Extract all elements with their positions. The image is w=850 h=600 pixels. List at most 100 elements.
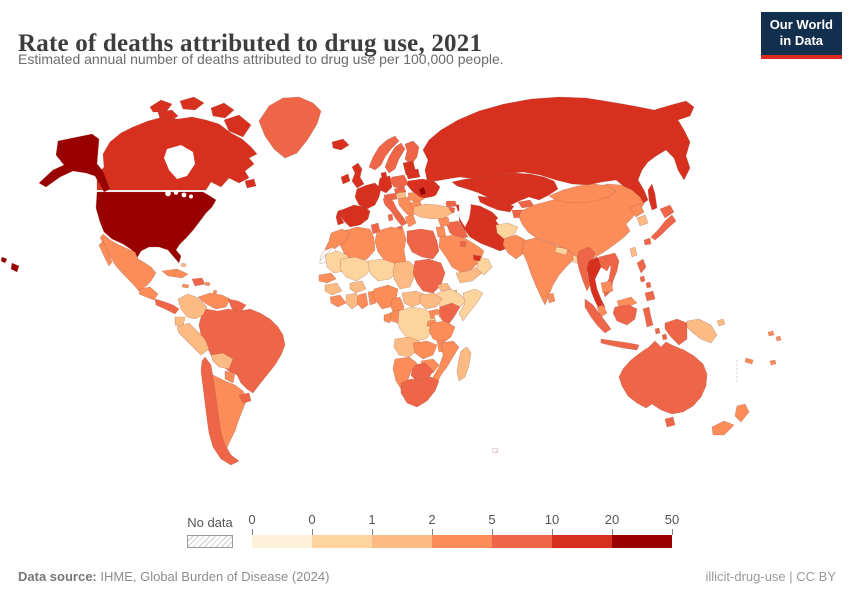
country-senegal[interactable] xyxy=(318,272,337,284)
country-egypt[interactable] xyxy=(406,228,440,260)
country-kenya[interactable] xyxy=(438,302,461,326)
country-peru[interactable] xyxy=(176,322,210,356)
country-kazakhstan[interactable] xyxy=(451,172,559,207)
country-sweden[interactable] xyxy=(384,142,406,174)
country-greece[interactable] xyxy=(404,214,417,228)
country-norway[interactable] xyxy=(368,135,400,171)
country-chad[interactable] xyxy=(392,260,417,290)
country-french-southern-territories[interactable] xyxy=(491,447,499,454)
country-morocco[interactable] xyxy=(324,228,351,254)
country-solomon-islands[interactable] xyxy=(767,330,782,342)
country-angola[interactable] xyxy=(393,336,420,358)
country-ireland[interactable] xyxy=(340,173,351,185)
country-portugal[interactable] xyxy=(335,208,345,226)
country-iraq[interactable] xyxy=(445,220,469,240)
country-malaysia[interactable] xyxy=(596,296,638,318)
country-turkey[interactable] xyxy=(412,203,453,220)
country-sri-lanka[interactable] xyxy=(547,292,556,304)
country-uzbekistan[interactable] xyxy=(477,195,515,213)
country-north-korea[interactable] xyxy=(629,203,645,218)
country-belarus[interactable] xyxy=(405,168,421,180)
country-mali[interactable] xyxy=(339,256,373,282)
country-iceland[interactable] xyxy=(331,138,350,151)
country-syria[interactable] xyxy=(437,216,451,228)
country-japan[interactable] xyxy=(643,204,677,246)
country-poland[interactable] xyxy=(389,174,409,190)
country-bahamas[interactable] xyxy=(180,262,187,268)
country-uruguay[interactable] xyxy=(238,392,252,404)
legend-color-cell[interactable] xyxy=(552,535,612,548)
country-tunisia[interactable] xyxy=(370,222,381,235)
country-new-caledonia[interactable] xyxy=(744,357,754,365)
country-somalia[interactable] xyxy=(458,288,484,322)
country-guatemala[interactable] xyxy=(138,286,159,301)
legend-color-cell[interactable] xyxy=(372,535,432,548)
country-oman[interactable] xyxy=(476,256,493,276)
country-gabon[interactable] xyxy=(383,312,392,324)
country-france[interactable] xyxy=(354,182,382,210)
country-australia[interactable] xyxy=(618,340,708,428)
country-guyana[interactable] xyxy=(227,298,247,314)
country-south-africa[interactable] xyxy=(400,376,440,408)
country-madagascar[interactable] xyxy=(456,346,472,382)
country-new-zealand[interactable] xyxy=(711,403,750,436)
country-democratic-republic-of-congo[interactable] xyxy=(395,306,437,342)
country-united-kingdom[interactable] xyxy=(351,162,365,189)
legend-no-data-swatch[interactable] xyxy=(187,535,233,548)
country-fiji[interactable] xyxy=(769,359,777,366)
country-canada[interactable] xyxy=(96,96,258,191)
country-moldova[interactable] xyxy=(418,186,427,196)
country-bolivia[interactable] xyxy=(210,352,234,370)
country-colombia[interactable] xyxy=(177,293,208,320)
country-caribbean-islands[interactable] xyxy=(181,281,221,301)
country-kuwait[interactable] xyxy=(459,240,467,248)
footer-source-text[interactable]: IHME, Global Burden of Disease (2024) xyxy=(100,569,330,584)
country-india[interactable] xyxy=(521,237,577,306)
country-chile[interactable] xyxy=(200,356,240,466)
legend-color-cell[interactable] xyxy=(612,535,672,548)
country-iran[interactable] xyxy=(458,212,511,252)
legend-color-cell[interactable] xyxy=(312,535,372,548)
country-jordan[interactable] xyxy=(435,226,447,238)
country-venezuela[interactable] xyxy=(197,292,231,310)
legend-color-cell[interactable] xyxy=(432,535,492,548)
country-taiwan[interactable] xyxy=(629,246,638,258)
legend-color-cell[interactable] xyxy=(252,535,312,548)
country-congo[interactable] xyxy=(389,309,400,324)
country-zambia[interactable] xyxy=(412,340,438,360)
country-ghana[interactable] xyxy=(356,292,369,310)
owid-logo[interactable]: Our World in Data xyxy=(760,12,842,59)
country-tanzania[interactable] xyxy=(428,320,456,344)
country-germany[interactable] xyxy=(377,175,393,194)
footer-license[interactable]: illicit-drug-use | CC BY xyxy=(705,569,836,584)
country-panama[interactable] xyxy=(154,298,180,315)
country-philippines[interactable] xyxy=(636,258,656,302)
country-nepal[interactable] xyxy=(554,246,569,256)
country-south-sudan[interactable] xyxy=(419,292,443,310)
country-georgia[interactable] xyxy=(444,200,458,208)
country-united-arab-emirates[interactable] xyxy=(472,254,482,262)
country-guinea[interactable] xyxy=(324,282,343,296)
country-russia[interactable] xyxy=(422,96,695,211)
country-spain[interactable] xyxy=(339,204,371,228)
country-finland[interactable] xyxy=(404,140,420,166)
country-saudi-arabia[interactable] xyxy=(438,234,485,274)
country-united-states[interactable] xyxy=(0,133,217,273)
country-dominican-republic[interactable] xyxy=(191,277,206,287)
country-cuba[interactable] xyxy=(161,268,189,279)
country-mexico[interactable] xyxy=(98,233,157,292)
country-papua-new-guinea[interactable] xyxy=(686,318,726,344)
country-south-korea[interactable] xyxy=(636,214,649,227)
country-cote-divoire[interactable] xyxy=(345,292,361,310)
country-mongolia[interactable] xyxy=(548,183,617,204)
country-afghanistan[interactable] xyxy=(495,222,519,240)
country-greenland[interactable] xyxy=(258,96,322,159)
country-cambodia[interactable] xyxy=(600,280,614,294)
country-libya[interactable] xyxy=(374,226,407,266)
country-burkina-faso[interactable] xyxy=(349,280,367,294)
country-mozambique[interactable] xyxy=(432,340,460,384)
legend-color-cell[interactable] xyxy=(492,535,552,548)
country-sierra-leone[interactable] xyxy=(329,294,347,308)
country-paraguay[interactable] xyxy=(224,370,236,384)
country-sudan[interactable] xyxy=(412,258,446,294)
